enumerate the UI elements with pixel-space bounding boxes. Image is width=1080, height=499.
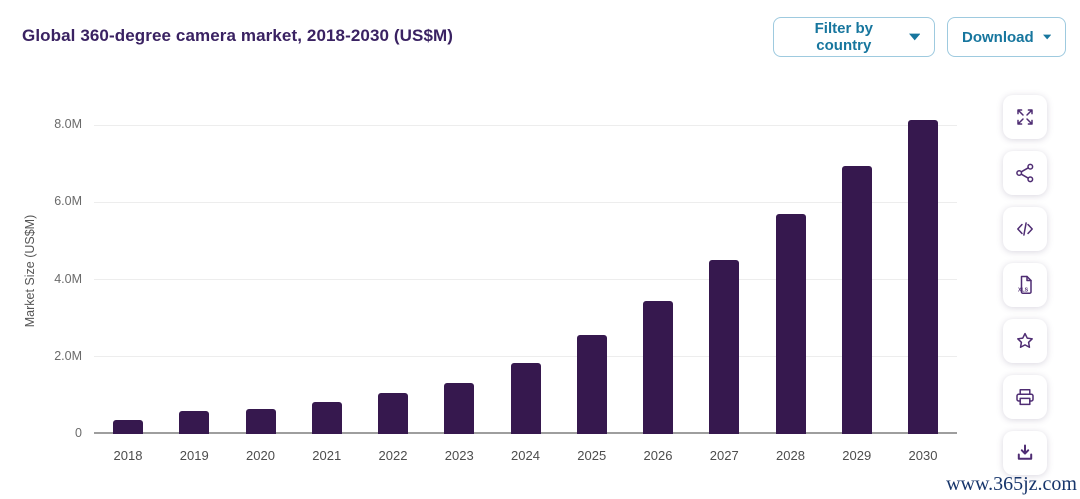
xls-export-button[interactable]: XLS: [1003, 263, 1047, 307]
svg-text:XLS: XLS: [1018, 288, 1029, 294]
x-tick-label: 2030: [908, 448, 938, 463]
bar-2025[interactable]: [576, 335, 607, 434]
bar-2029[interactable]: [841, 166, 872, 434]
bar-2022[interactable]: [378, 393, 408, 434]
x-tick-label: 2020: [246, 448, 275, 463]
download-button[interactable]: Download: [947, 17, 1066, 57]
x-tick-label: 2028: [776, 448, 805, 463]
x-tick-label: 2022: [378, 448, 408, 463]
gridline: [94, 279, 957, 281]
bar-2030[interactable]: [908, 120, 938, 434]
bar-2027[interactable]: [709, 260, 740, 434]
bar-2024[interactable]: [510, 363, 541, 434]
x-tick-label: 2026: [643, 448, 673, 463]
chevron-down-icon: [1042, 34, 1051, 40]
download-image-button[interactable]: [1003, 431, 1047, 475]
bar-2028[interactable]: [775, 214, 806, 434]
chart-toolbar: XLS: [1003, 95, 1047, 487]
embed-code-icon: [1017, 222, 1033, 236]
share-button[interactable]: [1003, 151, 1047, 195]
gridline: [94, 356, 957, 358]
xls-export-icon: XLS: [1018, 275, 1032, 294]
x-tick-label: 2027: [709, 448, 739, 463]
expand-icon: [1017, 109, 1033, 125]
bar-2019[interactable]: [179, 411, 210, 434]
filter-button-label: Filter by country: [814, 20, 873, 54]
x-tick-label: 2029: [842, 448, 872, 463]
y-tick-label: 8.0M: [54, 117, 82, 132]
x-tick-label: 2021: [312, 448, 342, 463]
y-tick-label: 4.0M: [54, 271, 82, 286]
page-title: Global 360-degree camera market, 2018-20…: [22, 26, 454, 45]
favorite-star-icon: [1017, 332, 1033, 349]
chevron-down-icon: [908, 33, 920, 41]
x-tick-label: 2019: [179, 448, 209, 463]
y-tick-label: 2.0M: [54, 348, 82, 363]
gridline: [94, 201, 957, 203]
expand-button[interactable]: [1003, 95, 1047, 139]
embed-code-button[interactable]: [1003, 207, 1047, 251]
x-tick-label: 2018: [113, 448, 143, 463]
y-tick-label: 6.0M: [54, 194, 82, 209]
y-tick-label: 0: [75, 426, 82, 440]
x-tick-label: 2024: [511, 448, 540, 463]
gridline: [94, 124, 957, 126]
print-icon: [1016, 389, 1034, 406]
favorite-button[interactable]: [1003, 319, 1047, 363]
x-tick-label: 2023: [444, 448, 474, 463]
download-button-label: Download: [962, 28, 1034, 46]
filter-by-country-button[interactable]: Filter by country: [773, 17, 935, 57]
bar-2021[interactable]: [311, 402, 342, 434]
bar-2020[interactable]: [245, 409, 276, 434]
bar-2018[interactable]: [113, 420, 143, 434]
bar-2026[interactable]: [643, 301, 673, 434]
x-tick-label: 2025: [577, 448, 607, 463]
download-icon: [1017, 444, 1033, 460]
share-icon: [1016, 163, 1034, 183]
print-button[interactable]: [1003, 375, 1047, 419]
bar-2023[interactable]: [444, 383, 475, 434]
watermark: www.365jz.com: [946, 473, 1077, 495]
